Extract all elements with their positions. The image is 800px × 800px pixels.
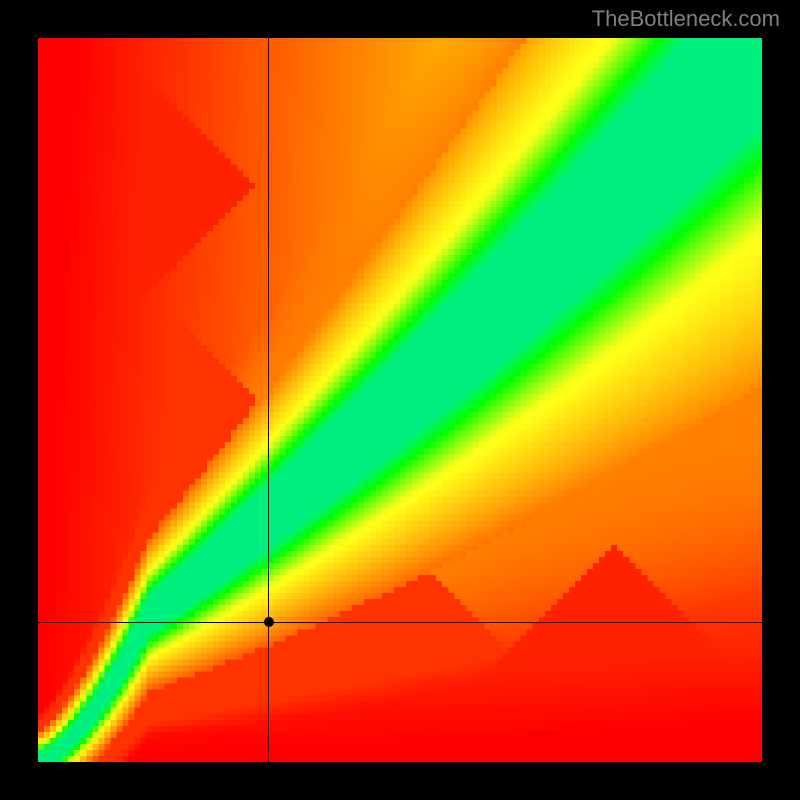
heatmap-canvas	[38, 38, 762, 762]
crosshair-horizontal	[38, 622, 762, 623]
crosshair-vertical	[268, 38, 269, 762]
crosshair-marker	[264, 617, 274, 627]
chart-container: TheBottleneck.com	[0, 0, 800, 800]
watermark-text: TheBottleneck.com	[592, 6, 780, 32]
